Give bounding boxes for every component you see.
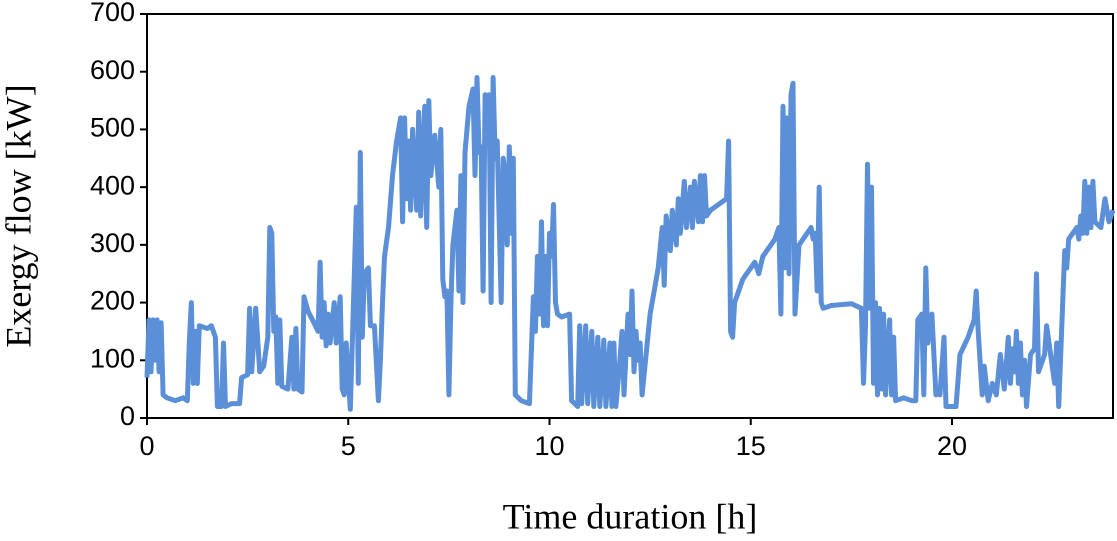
x-tick-label: 15 xyxy=(736,431,766,461)
y-tick-label: 300 xyxy=(90,228,135,258)
x-tick-label: 5 xyxy=(341,431,356,461)
y-tick-label: 200 xyxy=(90,286,135,316)
x-tick-label: 0 xyxy=(139,431,154,461)
y-tick-label: 0 xyxy=(120,401,135,431)
y-tick-label: 400 xyxy=(90,170,135,200)
y-tick-label: 600 xyxy=(90,55,135,85)
y-axis-title: Exergy flow [kW] xyxy=(0,84,38,347)
x-tick-label: 10 xyxy=(534,431,564,461)
data-line xyxy=(144,75,1116,412)
y-tick-label: 500 xyxy=(90,113,135,143)
x-axis-title: Time duration [h] xyxy=(503,496,758,536)
y-tick-label: 700 xyxy=(90,0,135,27)
y-tick-label: 100 xyxy=(90,343,135,373)
x-tick-label: 20 xyxy=(937,431,967,461)
